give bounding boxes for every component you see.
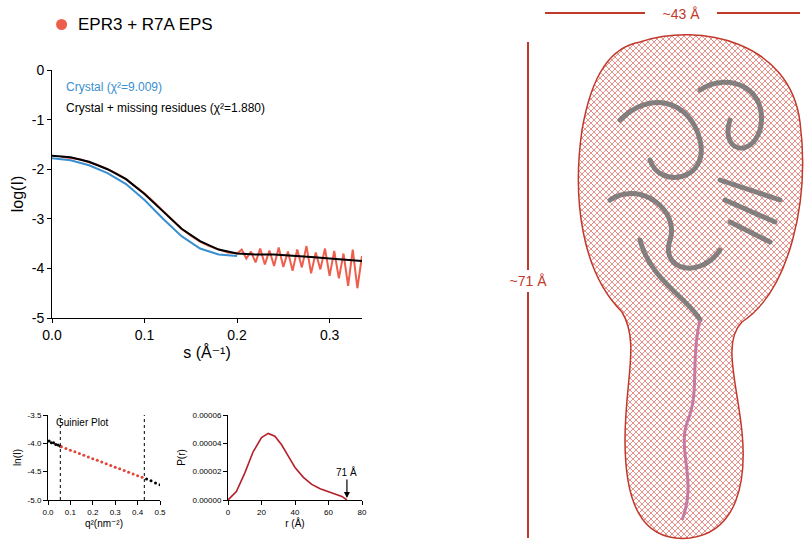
svg-text:0: 0: [226, 508, 231, 517]
svg-text:0.4: 0.4: [132, 508, 144, 517]
svg-text:~71 Å: ~71 Å: [510, 273, 548, 289]
svg-text:0: 0: [36, 62, 44, 78]
svg-text:s (Å⁻¹): s (Å⁻¹): [183, 343, 231, 361]
svg-text:~43 Å: ~43 Å: [663, 6, 701, 22]
svg-text:q²(nm⁻²): q²(nm⁻²): [85, 518, 123, 529]
svg-text:0.2: 0.2: [87, 508, 99, 517]
svg-text:0.5: 0.5: [154, 508, 166, 517]
svg-text:-5: -5: [32, 310, 45, 326]
svg-text:0.00000: 0.00000: [192, 496, 221, 505]
svg-text:40: 40: [291, 508, 300, 517]
svg-text:0.1: 0.1: [135, 327, 155, 343]
svg-text:0.0: 0.0: [42, 327, 62, 343]
svg-text:-3: -3: [32, 211, 45, 227]
svg-text:ln(I): ln(I): [12, 449, 23, 466]
svg-text:20: 20: [257, 508, 266, 517]
svg-text:80: 80: [358, 508, 367, 517]
svg-text:Crystal (χ²=9.009): Crystal (χ²=9.009): [66, 80, 162, 94]
svg-text:0.2: 0.2: [227, 327, 247, 343]
svg-text:60: 60: [324, 508, 333, 517]
svg-text:0.00002: 0.00002: [192, 467, 221, 476]
svg-text:0.3: 0.3: [110, 508, 122, 517]
svg-text:-4.5: -4.5: [28, 467, 42, 476]
svg-text:EPR3 + R7A EPS: EPR3 + R7A EPS: [78, 15, 213, 34]
svg-text:Guinier Plot: Guinier Plot: [56, 417, 108, 428]
svg-text:-3.5: -3.5: [28, 411, 42, 420]
svg-text:0.00004: 0.00004: [192, 439, 221, 448]
svg-text:Crystal + missing residues (χ²: Crystal + missing residues (χ²=1.880): [66, 101, 265, 115]
svg-text:-5.0: -5.0: [28, 496, 42, 505]
svg-text:0.0: 0.0: [42, 508, 54, 517]
svg-text:-1: -1: [32, 112, 45, 128]
svg-text:0.00006: 0.00006: [192, 411, 221, 420]
svg-text:0.1: 0.1: [65, 508, 77, 517]
svg-text:-2: -2: [32, 161, 45, 177]
svg-text:r (Å): r (Å): [285, 517, 304, 529]
svg-text:-4.0: -4.0: [28, 439, 42, 448]
svg-text:0.3: 0.3: [320, 327, 340, 343]
svg-text:71 Å: 71 Å: [336, 466, 357, 478]
svg-text:-4: -4: [32, 260, 45, 276]
svg-text:log(I): log(I): [9, 176, 26, 212]
svg-text:P(r): P(r): [176, 449, 187, 466]
